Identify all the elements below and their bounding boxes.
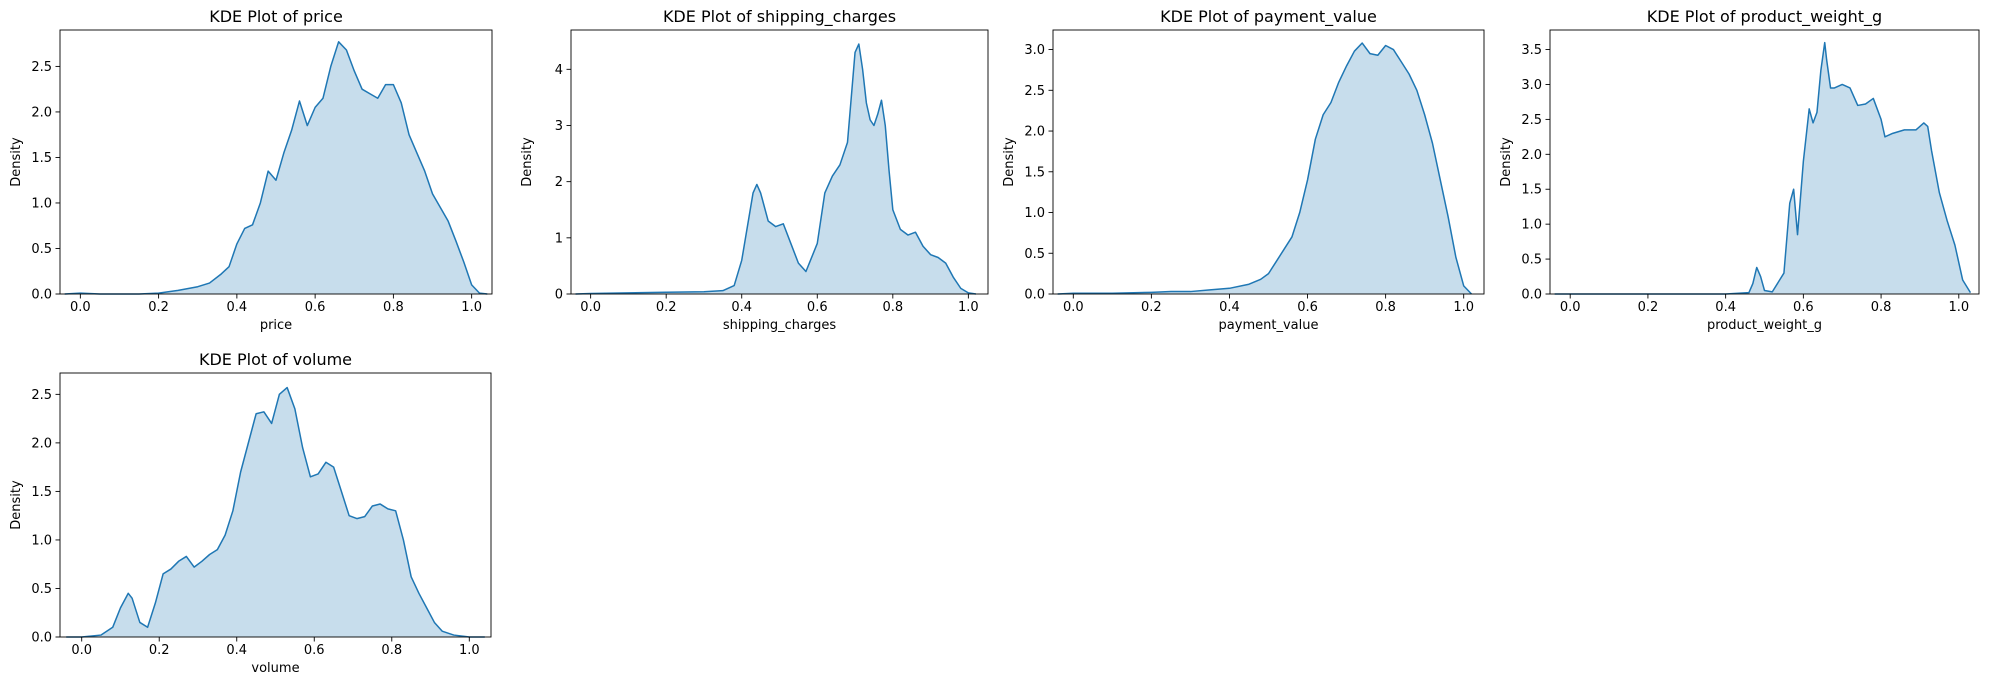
y-tick-label: 4 (555, 63, 563, 78)
x-tick-label: 0.4 (1219, 300, 1240, 315)
y-tick-label: 0.5 (1521, 253, 1542, 268)
y-tick-label: 2.0 (1024, 125, 1045, 140)
chart-title: KDE Plot of payment_value (1160, 7, 1377, 27)
y-tick-label: 1.0 (31, 196, 52, 211)
y-tick-label: 2.5 (31, 60, 52, 75)
y-tick-label: 0.0 (31, 288, 52, 303)
chart-panel: 0.0 0.2 0.4 0.6 0.8 1.0 0.0 0.5 1.0 1.5 2.0 2.5 3.0 K… (1002, 7, 1485, 333)
x-tick-label: 1.0 (459, 643, 480, 658)
chart-panel: 0.0 0.2 0.4 0.6 0.8 1.0 0.0 0.5 1.0 1.5 2.0 2.5 KDE … (9, 7, 493, 333)
y-tick-label: 0.0 (1024, 288, 1045, 303)
x-tick-label: 0.8 (383, 300, 404, 315)
y-tick-label: 1.0 (31, 533, 52, 548)
y-tick-label: 2.5 (1521, 113, 1542, 128)
y-tick-label: 0.5 (1024, 247, 1045, 262)
y-tick-label: 1.5 (31, 151, 52, 166)
y-tick-label: 1.5 (1521, 183, 1542, 198)
x-tick-label: 0.6 (1793, 300, 1814, 315)
x-tick-label: 0.6 (807, 300, 828, 315)
y-tick-label: 2 (555, 175, 563, 190)
kde-fill-area (66, 387, 485, 637)
kde-density-line (575, 43, 977, 295)
y-axis-label: Density (9, 480, 24, 530)
chart-title: KDE Plot of product_weight_g (1647, 7, 1882, 27)
kde-fill-area (575, 44, 976, 294)
x-tick-label: 0.2 (148, 300, 169, 315)
y-tick-label: 0.5 (31, 242, 52, 257)
kde-density-line (1057, 42, 1473, 295)
axes-frame (1549, 29, 1980, 295)
x-tick-label: 0.4 (731, 300, 752, 315)
y-tick-label: 3.0 (1024, 43, 1045, 58)
y-axis-label: Density (520, 137, 535, 187)
y-tick-label: 2.0 (1521, 148, 1542, 163)
y-tick-label: 0.5 (31, 582, 52, 597)
x-axis-label: product_weight_g (1707, 318, 1822, 333)
x-axis-label: payment_value (1219, 318, 1319, 333)
x-tick-label: 0.2 (1638, 300, 1659, 315)
y-tick-label: 2.0 (31, 436, 52, 451)
x-tick-label: 0.8 (882, 300, 903, 315)
x-tick-label: 0.6 (1297, 300, 1318, 315)
y-axis-label: Density (1002, 137, 1017, 187)
y-tick-label: 0 (555, 288, 563, 303)
y-tick-label: 2.5 (1024, 84, 1045, 99)
kde-density-line (64, 41, 488, 295)
kde-fill-area (1554, 42, 1971, 294)
x-tick-label: 0.8 (1871, 300, 1892, 315)
axes-frame (59, 372, 492, 638)
y-axis-label: Density (1499, 137, 1514, 187)
axes-frame (59, 29, 493, 295)
x-tick-label: 0.2 (656, 300, 677, 315)
chart-panel: 0.0 0.2 0.4 0.6 0.8 1.0 0 1 2 3 4 KDE Plot of shipp… (520, 7, 989, 333)
chart-title: KDE Plot of price (209, 7, 343, 26)
chart-title: KDE Plot of shipping_charges (663, 7, 896, 27)
y-tick-label: 1.5 (1024, 165, 1045, 180)
chart-panel: 0.0 0.2 0.4 0.6 0.8 1.0 0.0 0.5 1.0 1.5 2.0 2.5 3.0 3… (1499, 7, 1980, 333)
x-tick-label: 0.0 (70, 300, 91, 315)
x-tick-label: 1.0 (1453, 300, 1474, 315)
x-tick-label: 0.4 (1715, 300, 1736, 315)
x-tick-label: 0.0 (1560, 300, 1581, 315)
x-tick-label: 0.0 (580, 300, 601, 315)
x-tick-label: 0.8 (1375, 300, 1396, 315)
chart-title: KDE Plot of volume (199, 350, 352, 369)
y-axis-label: Density (9, 137, 24, 187)
x-tick-label: 0.4 (227, 300, 248, 315)
x-tick-label: 0.2 (149, 643, 170, 658)
axes-frame (1052, 29, 1485, 295)
x-axis-label: volume (251, 661, 299, 676)
y-tick-label: 1.5 (31, 485, 52, 500)
x-tick-label: 1.0 (1948, 300, 1969, 315)
y-tick-label: 3.5 (1521, 43, 1542, 58)
y-tick-label: 3.0 (1521, 78, 1542, 93)
x-tick-label: 0.8 (381, 643, 402, 658)
x-tick-label: 0.2 (1141, 300, 1162, 315)
x-tick-label: 0.4 (226, 643, 247, 658)
x-tick-label: 0.6 (304, 643, 325, 658)
x-tick-label: 1.0 (461, 300, 482, 315)
y-tick-label: 3 (555, 119, 563, 134)
y-tick-label: 0.0 (31, 631, 52, 646)
y-tick-label: 1.0 (1521, 218, 1542, 233)
x-axis-label: price (260, 318, 292, 333)
kde-fill-area (1057, 43, 1472, 294)
kde-fill-area (64, 41, 488, 294)
axes-frame (570, 29, 989, 295)
y-tick-label: 0.0 (1521, 288, 1542, 303)
x-tick-label: 0.0 (1063, 300, 1084, 315)
chart-panel: 0.0 0.2 0.4 0.6 0.8 1.0 0.0 0.5 1.0 1.5 2.0 2.5 KDE … (9, 350, 492, 676)
y-tick-label: 2.0 (31, 105, 52, 120)
kde-density-line (1554, 41, 1972, 295)
y-tick-label: 1 (555, 231, 563, 246)
y-tick-label: 2.5 (31, 388, 52, 403)
x-tick-label: 0.0 (71, 643, 92, 658)
x-axis-label: shipping_charges (723, 318, 836, 333)
x-tick-label: 0.6 (305, 300, 326, 315)
x-tick-label: 1.0 (958, 300, 979, 315)
kde-density-line (66, 386, 485, 638)
y-tick-label: 1.0 (1024, 206, 1045, 221)
